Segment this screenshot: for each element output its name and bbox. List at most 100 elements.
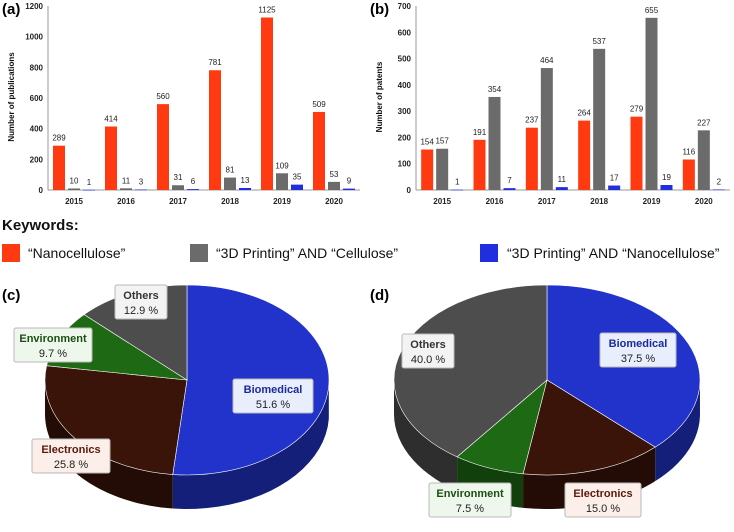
pie-slice-others bbox=[393, 284, 548, 458]
y-tick-label: 600 bbox=[398, 28, 412, 37]
pie-label-name: Biomedical bbox=[244, 384, 303, 396]
bar-value-label: 227 bbox=[697, 118, 711, 127]
bar-printing-cellulose-2019 bbox=[276, 173, 288, 190]
panel-b-xticks: 2015 2016 2017 2018 2019 2020 bbox=[433, 197, 713, 206]
x-tick-label: 2017 bbox=[538, 197, 556, 206]
bar-value-label: 157 bbox=[435, 137, 449, 146]
bar-value-label: 264 bbox=[577, 109, 591, 118]
pie-slice-side-biomedical bbox=[655, 381, 700, 482]
pie-label-box bbox=[114, 284, 168, 320]
panel-a-axes bbox=[47, 6, 360, 191]
bar-value-label: 81 bbox=[226, 166, 235, 175]
bar-printing-nanocellulose-2016 bbox=[503, 188, 516, 190]
x-tick-label: 2016 bbox=[486, 197, 504, 206]
panel-a-xticks: 2015 2016 2017 2018 2019 2020 bbox=[65, 197, 343, 206]
pie-label-environment: Environment 7.5 % bbox=[428, 482, 512, 518]
y-tick-label: 400 bbox=[30, 125, 44, 134]
legend-swatch-nanocellulose bbox=[2, 244, 20, 262]
bar-value-label: 10 bbox=[70, 176, 79, 185]
bar-value-label: 464 bbox=[540, 56, 554, 65]
x-tick-label: 2018 bbox=[590, 197, 608, 206]
bar-value-label: 237 bbox=[525, 116, 539, 125]
bar-printing-nanocellulose-2020 bbox=[712, 189, 725, 191]
bar-value-label: 279 bbox=[630, 105, 644, 114]
panel-b-bar-chart: (b) Number of patents 0 100 200 300 400 500 60… bbox=[370, 1, 730, 206]
pie-label-value: 15.0 % bbox=[586, 503, 620, 515]
panel-c-pie-chart: (c) Biomedical 51.6 % Electronics 25.8 % Env… bbox=[2, 284, 330, 509]
y-tick-label: 700 bbox=[398, 2, 412, 11]
bar-printing-nanocellulose-2019 bbox=[291, 184, 303, 190]
bar-value-label: 354 bbox=[488, 85, 502, 94]
bar-value-label: 1 bbox=[455, 178, 460, 187]
x-tick-label: 2017 bbox=[169, 197, 187, 206]
bar-value-label: 19 bbox=[662, 173, 671, 182]
pie-label-biomedical: Biomedical 37.5 % bbox=[599, 332, 677, 368]
y-tick-label: 1200 bbox=[25, 2, 43, 11]
pie-label-box bbox=[31, 438, 111, 474]
bar-printing-cellulose-2016 bbox=[120, 188, 132, 190]
pie-label-box bbox=[401, 333, 455, 369]
panel-b-axes bbox=[415, 6, 730, 191]
panel-b-label: (b) bbox=[370, 1, 389, 18]
x-tick-label: 2015 bbox=[433, 197, 451, 206]
pie-label-box bbox=[599, 332, 677, 368]
y-tick-label: 300 bbox=[398, 107, 412, 116]
bar-value-label: 7 bbox=[507, 176, 512, 185]
pie-label-box bbox=[564, 482, 642, 518]
panel-a-ylabel: Number of publications bbox=[7, 52, 16, 142]
y-tick-label: 600 bbox=[30, 94, 44, 103]
y-tick-label: 0 bbox=[407, 186, 412, 195]
bar-nanocellulose-2016 bbox=[473, 139, 486, 190]
x-tick-label: 2016 bbox=[117, 197, 135, 206]
panel-a-label: (a) bbox=[2, 1, 20, 18]
bar-value-label: 537 bbox=[592, 37, 606, 46]
bar-printing-cellulose-2017 bbox=[172, 185, 184, 190]
y-tick-label: 400 bbox=[398, 81, 412, 90]
pie-slice-side-biomedical bbox=[172, 384, 329, 509]
y-tick-label: 0 bbox=[39, 186, 44, 195]
bar-value-label: 35 bbox=[293, 173, 302, 182]
bar-value-label: 509 bbox=[312, 100, 326, 109]
panel-a-bar-chart: (a) Number of publications 0 200 400 600 800… bbox=[2, 1, 360, 206]
x-tick-label: 2019 bbox=[273, 197, 291, 206]
bar-printing-nanocellulose-2019 bbox=[660, 185, 673, 190]
pie-label-others: Others 12.9 % bbox=[114, 284, 168, 320]
bar-printing-cellulose-2015 bbox=[68, 188, 80, 190]
bar-value-label: 1125 bbox=[258, 6, 276, 15]
x-tick-label: 2020 bbox=[695, 197, 713, 206]
panel-a-bars: 289 10 1 414 11 3 560 31 6 781 81 13 1125 109 35 509 53 9 bbox=[52, 6, 355, 191]
y-tick-label: 1000 bbox=[25, 33, 43, 42]
bar-nanocellulose-2020 bbox=[682, 159, 695, 190]
bar-printing-nanocellulose-2018 bbox=[239, 188, 251, 190]
pie-label-biomedical: Biomedical 51.6 % bbox=[232, 378, 314, 414]
bar-value-label: 116 bbox=[682, 148, 695, 157]
pie-label-value: 40.0 % bbox=[411, 354, 445, 366]
legend-title: Keywords: bbox=[2, 217, 79, 234]
pie-slice-electronics bbox=[522, 379, 656, 476]
bar-printing-nanocellulose-2016 bbox=[135, 189, 147, 191]
panel-a-yticks: 0 200 400 600 800 1000 1200 bbox=[25, 2, 43, 195]
pie-label-value: 12.9 % bbox=[124, 305, 158, 317]
bar-nanocellulose-2018 bbox=[578, 120, 591, 190]
x-tick-label: 2019 bbox=[643, 197, 661, 206]
panel-b-bars: 154 157 1 191 354 7 237 464 11 264 537 17 279 655 19 11… bbox=[420, 6, 725, 191]
pie-label-value: 9.7 % bbox=[39, 348, 67, 360]
bar-printing-cellulose-2020 bbox=[697, 130, 710, 190]
y-tick-label: 800 bbox=[30, 63, 44, 72]
bar-nanocellulose-2017 bbox=[525, 127, 538, 190]
y-tick-label: 500 bbox=[398, 55, 412, 64]
bar-value-label: 414 bbox=[104, 115, 118, 124]
pie-slice-side-others bbox=[394, 380, 458, 491]
panel-c-slice-labels: Biomedical 51.6 % Electronics 25.8 % Environ… bbox=[13, 284, 314, 474]
pie-label-value: 7.5 % bbox=[456, 503, 484, 515]
pie-label-name: Others bbox=[123, 290, 158, 302]
bar-printing-nanocellulose-2020 bbox=[343, 188, 355, 190]
bar-value-label: 9 bbox=[347, 177, 352, 186]
pie-label-name: Electronics bbox=[41, 444, 100, 456]
panel-d-label: (d) bbox=[370, 287, 389, 304]
bar-printing-cellulose-2015 bbox=[436, 148, 449, 190]
pie-label-environment: Environment 9.7 % bbox=[13, 327, 93, 363]
bar-nanocellulose-2018 bbox=[209, 70, 221, 190]
pie-label-others: Others 40.0 % bbox=[401, 333, 455, 369]
